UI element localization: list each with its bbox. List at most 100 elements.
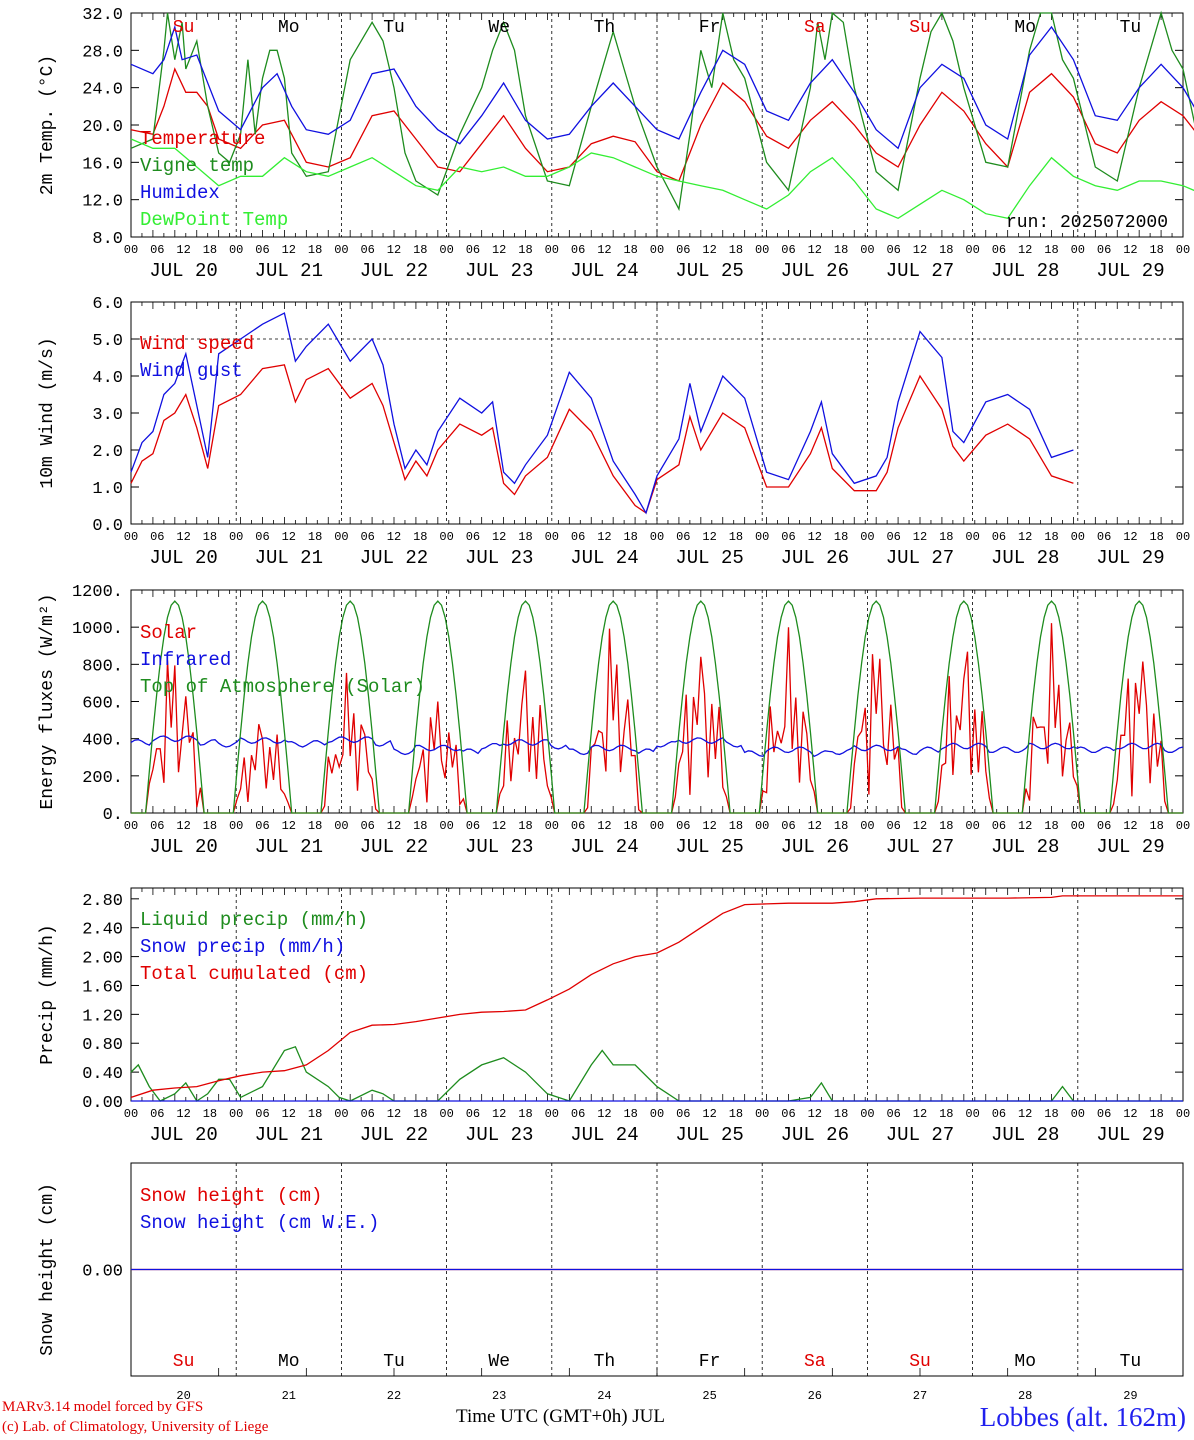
hour-tick-label: 12 [597,819,611,833]
weekday-label: Su [909,1352,931,1372]
y-tick-label: 20.0 [82,118,123,137]
legend-entry: Snow height (cm) [140,1185,322,1207]
y-tick-label: 12.0 [82,193,123,212]
hour-tick-label: 06 [571,530,585,544]
hour-tick-label: 00 [545,1107,559,1121]
hour-tick-label: 18 [308,819,322,833]
date-label: JUL 20 [149,1124,217,1146]
weekday-label: Fr [699,18,721,38]
y-tick-label: 1.0 [92,480,123,499]
station-label: Lobbes (alt. 162m) [979,1402,1186,1432]
hour-tick-label: 18 [623,819,637,833]
y-tick-label: 24.0 [82,81,123,100]
hour-tick-label: 12 [808,1107,822,1121]
weekday-label: Su [909,18,931,38]
hour-tick-label: 00 [1071,530,1085,544]
weekday-label: Sa [804,18,826,38]
hour-tick-label: 06 [1097,819,1111,833]
hour-tick-label: 00 [439,243,453,257]
y-tick-label: 0.00 [82,1094,123,1113]
hour-tick-label: 18 [518,819,532,833]
hour-tick-label: 12 [282,1107,296,1121]
hour-tick-label: 06 [150,1107,164,1121]
hour-tick-label: 18 [1149,243,1163,257]
hour-tick-label: 18 [1044,1107,1058,1121]
hour-tick-label: 12 [176,530,190,544]
date-label: JUL 21 [255,836,323,858]
y-tick-label: 2.0 [92,443,123,462]
panel-4: 00 06 12 18 00 06 12 18 00 06 12 18 00 06 12 18 00 06 12 18… [38,887,1190,1146]
legend-entry: Top of Atmosphere (Solar) [140,676,425,698]
day-number: 20 [176,1389,190,1403]
hour-tick-label: 18 [1044,530,1058,544]
hour-tick-label: 12 [597,530,611,544]
date-label: JUL 25 [675,836,743,858]
hour-tick-label: 06 [466,530,480,544]
weekday-label: Su [173,18,195,38]
hour-tick-label: 18 [203,819,217,833]
y-tick-label: 2.00 [82,950,123,969]
hour-tick-label: 18 [518,1107,532,1121]
date-label: JUL 27 [886,836,954,858]
date-label: JUL 29 [1096,836,1164,858]
date-label: JUL 25 [675,1124,743,1146]
hour-tick-label: 00 [439,1107,453,1121]
y-tick-label: 1.20 [82,1007,123,1026]
panel-2: 00 06 12 18 00 06 12 18 00 06 12 18 00 06 12 18 00 06 12 18… [38,295,1190,569]
hour-tick-label: 06 [676,243,690,257]
date-label: JUL 23 [465,1124,533,1146]
hour-tick-label: 12 [387,819,401,833]
y-tick-label: 3.0 [92,406,123,425]
y-tick-label: 8.0 [92,230,123,249]
date-label: JUL 25 [675,547,743,569]
date-label: JUL 27 [886,260,954,282]
hour-tick-label: 00 [860,1107,874,1121]
hour-tick-label: 06 [886,1107,900,1121]
hour-tick-label: 06 [150,530,164,544]
y-tick-label: 800. [82,657,123,676]
hour-tick-label: 12 [492,1107,506,1121]
hour-tick-label: 12 [808,530,822,544]
hour-tick-label: 12 [282,530,296,544]
day-number: 25 [702,1389,716,1403]
hour-tick-label: 00 [860,530,874,544]
hour-tick-label: 18 [729,530,743,544]
hour-tick-label: 06 [886,819,900,833]
hour-tick-label: 06 [360,530,374,544]
hour-tick-label: 18 [729,1107,743,1121]
weekday-label: Mo [278,1352,300,1372]
hour-tick-label: 06 [571,243,585,257]
y-axis-title: Snow height (cm) [38,1183,58,1356]
date-label: JUL 22 [360,836,428,858]
hour-tick-label: 18 [1044,819,1058,833]
legend-entry: Wind gust [140,360,243,382]
weekday-label: Fr [699,1352,721,1372]
hour-tick-label: 18 [308,530,322,544]
series-vigne-temp [130,10,1194,212]
hour-tick-label: 12 [702,1107,716,1121]
date-label: JUL 22 [360,547,428,569]
hour-tick-label: 12 [492,819,506,833]
hour-tick-label: 00 [860,819,874,833]
hour-tick-label: 12 [913,819,927,833]
weekday-label: Mo [278,18,300,38]
y-tick-label: 200. [82,769,123,788]
day-number: 23 [492,1389,506,1403]
hour-tick-label: 18 [834,819,848,833]
hour-tick-label: 06 [781,819,795,833]
day-number: 27 [913,1389,927,1403]
day-number: 21 [282,1389,296,1403]
y-tick-label: 600. [82,695,123,714]
date-label: JUL 28 [991,836,1059,858]
hour-tick-label: 00 [124,243,138,257]
y-tick-label: 1000. [72,620,123,639]
hour-tick-label: 12 [1123,243,1137,257]
panel-3: 00 06 12 18 00 06 12 18 00 06 12 18 00 06 12 18 00 06 12 18… [38,583,1190,858]
y-tick-label: 1.60 [82,978,123,997]
hour-tick-label: 12 [1018,530,1032,544]
date-label: JUL 21 [255,260,323,282]
hour-tick-label: 12 [702,819,716,833]
hour-tick-label: 06 [1097,1107,1111,1121]
hour-tick-label: 00 [650,819,664,833]
